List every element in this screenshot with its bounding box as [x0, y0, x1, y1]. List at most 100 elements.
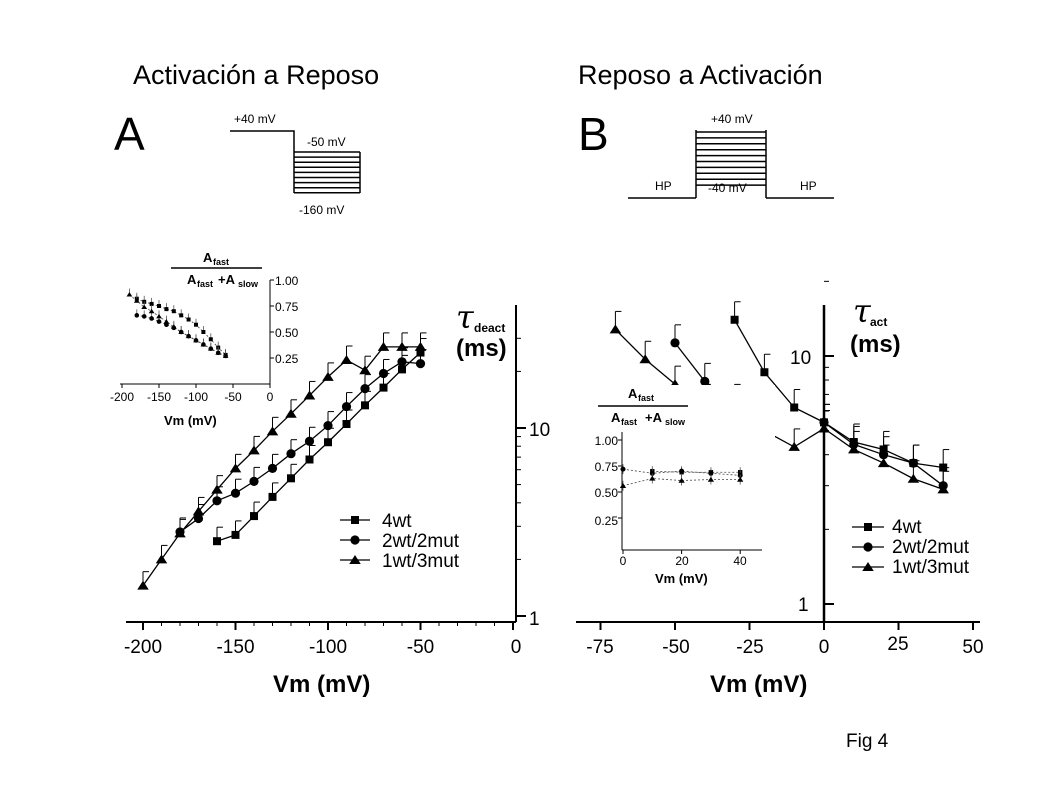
- panel-a-point: [286, 449, 296, 459]
- panel-a-series-line: [142, 346, 421, 587]
- heading-left: Activación a Reposo: [133, 60, 379, 90]
- panel-b-point: [700, 376, 710, 386]
- panel-b-inset-point: [678, 477, 685, 483]
- panel-a-inset-point: [141, 314, 147, 319]
- panel-b-inset-ytick: 0.75: [595, 460, 619, 474]
- panel-letter-a: A: [114, 108, 145, 160]
- panel-a-point: [322, 371, 334, 381]
- panel-a-point: [268, 492, 277, 501]
- panel-a-inset-point: [215, 350, 222, 355]
- protocol-a-bottom: -160 mV: [299, 203, 344, 217]
- panel-a-point: [359, 365, 371, 375]
- panel-b-inset-point: [737, 476, 744, 482]
- panel-b-chart: -75 -50 -25 0 25 50 1 10 Vm (mV) τ act (…: [576, 280, 984, 698]
- panel-b-ytick-1: 1: [798, 595, 809, 616]
- panel-b-xtick: -25: [736, 637, 763, 658]
- panel-b-inset-xtick: 0: [620, 554, 627, 568]
- panel-a-legend: 4wt 2wt/2mut 1wt/3mut: [340, 511, 460, 572]
- panel-b-inset-series-line: [652, 470, 741, 473]
- panel-b-xtick: 50: [962, 637, 983, 658]
- panel-a-legend-marker: [349, 555, 361, 564]
- panel-a-inset-point: [194, 322, 198, 327]
- panel-a-point: [212, 496, 222, 506]
- panel-a-point: [211, 484, 223, 494]
- panel-b-inset: 1.00 0.75 0.50 0.25 0 20 40 Vm (mV) A fa…: [585, 385, 775, 595]
- panel-a-xtick: -50: [407, 637, 434, 658]
- panel-a-point: [414, 341, 427, 351]
- panel-b-inset-plot: [619, 464, 744, 491]
- panel-a-inset: 1.00 0.75 0.50 0.25 -200 -150 -100 -50 0…: [110, 250, 299, 428]
- panel-a-inset-frac-b-sub: slow: [238, 279, 259, 289]
- protocol-b-hp-left: HP: [655, 179, 672, 193]
- panel-a-inset-point: [133, 298, 140, 303]
- panel-a-xtick: 0: [511, 637, 522, 658]
- panel-a-inset-frac-top-sub: fast: [213, 257, 229, 267]
- panel-b-legend-label: 4wt: [892, 517, 922, 538]
- panel-b-inset-xtick: 20: [675, 554, 689, 568]
- panel-a-inset-point: [171, 309, 176, 314]
- panel-a-point: [378, 368, 389, 379]
- panel-a-inset-frac-a: A: [187, 272, 197, 287]
- panel-a-ticks: [142, 337, 526, 630]
- panel-b-inset-point: [620, 466, 626, 472]
- panel-b-inset-point: [708, 470, 714, 476]
- figure-label: Fig 4: [846, 731, 889, 752]
- panel-a-point: [379, 383, 388, 392]
- protocol-a-diagram: +40 mV -50 mV -160 mV: [230, 112, 361, 217]
- heading-right: Reposo a Activación: [578, 60, 823, 90]
- panel-b-inset-ytick: 0.25: [595, 514, 619, 528]
- protocol-a-step-lines: [294, 151, 360, 194]
- panel-b-point: [639, 354, 651, 364]
- panel-a-ytick-10: 10: [529, 420, 550, 441]
- panel-b-inset-ytick: 0.50: [595, 486, 619, 500]
- panel-a-inset-point: [148, 308, 155, 314]
- panel-a-point: [304, 436, 315, 446]
- panel-b-legend-marker: [863, 542, 873, 552]
- panel-a-point: [192, 506, 205, 516]
- panel-b-point: [670, 338, 680, 348]
- panel-a-inset-ytick: 0.25: [275, 352, 299, 366]
- panel-b-xtick: -50: [662, 637, 689, 658]
- panel-a-inset-point: [186, 317, 191, 322]
- panel-a-point: [324, 438, 332, 447]
- panel-a-inset-frac-top: A: [203, 250, 213, 265]
- panel-a-legend-label: 2wt/2mut: [382, 531, 460, 552]
- panel-b-inset-x-label: Vm (mV): [655, 571, 708, 586]
- panel-a-inset-xtick: 0: [267, 390, 274, 404]
- panel-a-inset-ytick: 0.50: [275, 326, 299, 340]
- panel-b-inset-point: [619, 483, 627, 488]
- panel-a-inset-point: [178, 329, 185, 334]
- panel-a-inset-xtick: -200: [110, 390, 134, 404]
- panel-b-inset-point: [679, 468, 685, 474]
- panel-a-legend-label: 4wt: [382, 511, 412, 532]
- panel-a-inset-xtick: -100: [184, 390, 208, 404]
- panel-a-inset-point: [141, 304, 148, 310]
- panel-a-point: [397, 357, 407, 367]
- panel-b-inset-frac-top: A: [628, 386, 638, 401]
- panel-a-point: [230, 488, 241, 498]
- panel-a-point: [305, 455, 314, 464]
- panel-a-inset-ytick: 1.00: [275, 274, 299, 288]
- panel-a-inset-point: [149, 316, 154, 321]
- panel-b-y-subscript: act: [870, 315, 887, 329]
- panel-b-series-line: [734, 319, 944, 469]
- panel-b-xtick: 25: [887, 634, 908, 655]
- panel-a-inset-point: [149, 301, 154, 306]
- panel-a-point: [398, 365, 406, 374]
- panel-a-inset-point: [170, 324, 177, 329]
- panel-a-inset-x-label: Vm (mV): [164, 413, 217, 428]
- panel-letter-b: B: [578, 108, 609, 160]
- panel-a-plot-area: [137, 332, 427, 590]
- panel-b-inset-point: [649, 470, 655, 476]
- protocol-b-step-lines: [696, 131, 766, 186]
- panel-b-inset-frac-b-sub: slow: [665, 417, 686, 427]
- panel-a-inset-point: [134, 313, 140, 318]
- panel-a-inset-plot: [126, 288, 229, 359]
- panel-b-legend: 4wt 2wt/2mut 1wt/3mut: [852, 517, 970, 578]
- panel-a-inset-point: [201, 330, 206, 334]
- protocol-b-hp-right: HP: [800, 179, 817, 193]
- panel-a-point: [250, 512, 258, 521]
- panel-a-inset-point: [156, 313, 162, 319]
- panel-a-point: [193, 513, 204, 524]
- protocol-b-top: +40 mV: [711, 112, 753, 126]
